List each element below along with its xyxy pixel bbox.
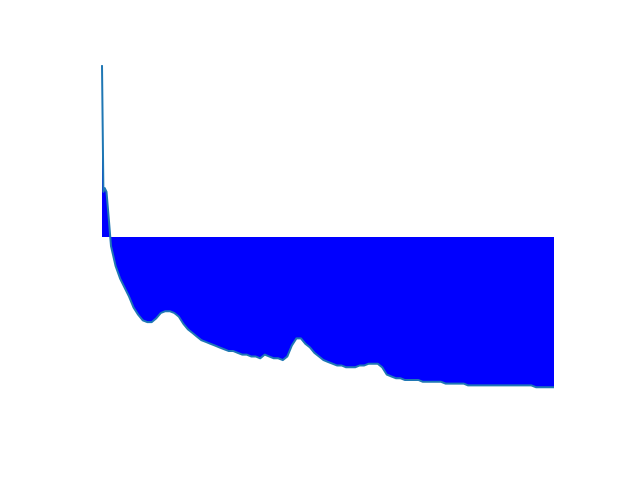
area-fill (102, 65, 554, 388)
series-line (101, 65, 554, 389)
plot-area (101, 65, 554, 389)
